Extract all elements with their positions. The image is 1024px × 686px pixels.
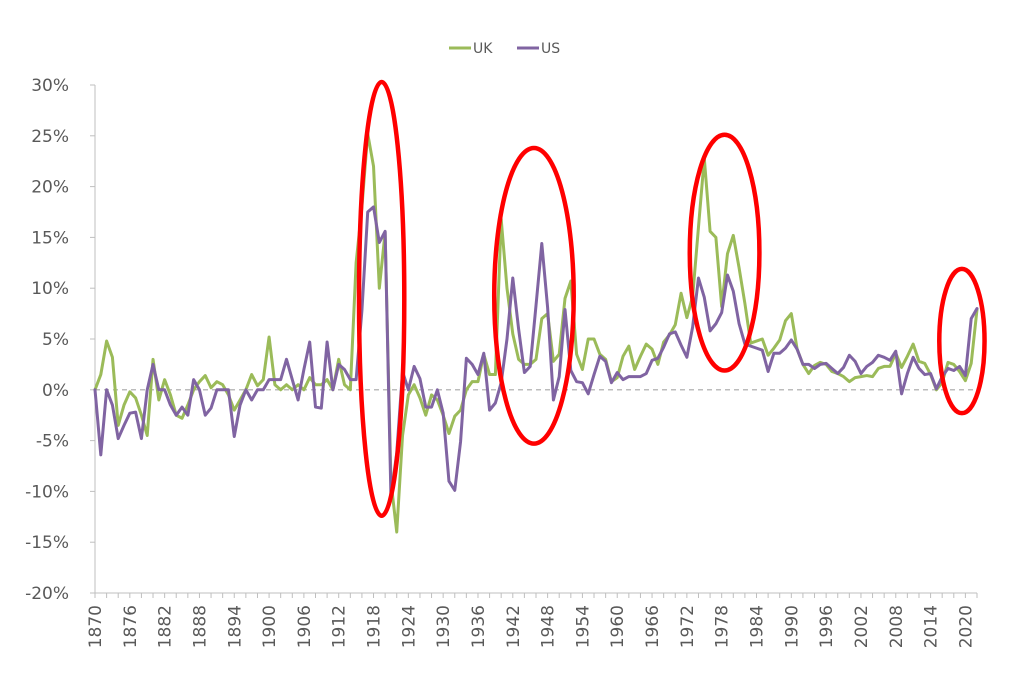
x-tick-label: 1882: [156, 605, 176, 648]
x-tick-label: 1948: [539, 605, 559, 648]
series-layer: [93, 132, 979, 534]
x-tick-label: 1954: [573, 605, 593, 648]
legend-label-uk: UK: [473, 41, 493, 57]
y-tick-label: 20%: [31, 178, 69, 198]
x-tick-label: 1942: [504, 605, 524, 648]
series-line-uk: [93, 132, 979, 534]
annotation-layer: [356, 79, 987, 519]
x-tick-label: 1984: [748, 605, 768, 648]
y-axis: -20% -15% -10% -5% 0% 5% 10% 15% 20% 25% 30%: [25, 76, 96, 604]
x-tick-label: 1990: [782, 605, 802, 648]
y-tick-label: 15%: [31, 228, 69, 248]
x-tick-label: 1894: [225, 605, 245, 648]
y-tick-label: -5%: [36, 432, 69, 452]
x-tick-label: 1972: [678, 605, 698, 648]
y-tick-label: 25%: [31, 127, 69, 147]
y-tick-label: 5%: [42, 330, 69, 350]
x-tick-label: 1960: [608, 605, 628, 648]
x-tick-label: 1918: [365, 605, 385, 648]
y-tick-label: -15%: [25, 533, 69, 553]
x-tick-label: 1924: [399, 605, 419, 648]
x-tick-label: 1936: [469, 605, 489, 648]
legend-label-us: US: [541, 41, 560, 57]
highlight-ellipse-4: [937, 266, 987, 416]
x-tick-label: 1906: [295, 605, 315, 648]
x-tick-label: 1870: [86, 605, 106, 648]
legend-item-uk: UK: [449, 41, 493, 57]
highlight-ellipse-1: [356, 79, 407, 519]
x-tick-label: 1966: [643, 605, 663, 648]
x-tick-label: 2008: [887, 605, 907, 648]
series-line-us: [93, 205, 979, 498]
x-tick-label: 1876: [121, 605, 141, 648]
x-tick-label: 1900: [260, 605, 280, 648]
x-tick-label: 1996: [817, 605, 837, 648]
x-tick-label: 2020: [956, 605, 976, 648]
x-tick-label: 1888: [190, 605, 210, 648]
y-tick-label: 30%: [31, 76, 69, 96]
legend-item-us: US: [517, 41, 560, 57]
x-tick-label: 1930: [434, 605, 454, 648]
x-tick-label: 2014: [922, 605, 942, 648]
highlight-ellipse-2: [491, 145, 576, 446]
y-tick-label: -20%: [25, 584, 69, 604]
x-tick-label: 1912: [330, 605, 350, 648]
x-tick-label: 2002: [852, 605, 872, 648]
y-tick-label: 0%: [42, 381, 69, 401]
y-tick-label: -10%: [25, 482, 69, 502]
x-axis: 1870 1876 1882 1888 1894 1900 1906 1912 1918 1924…: [86, 592, 978, 648]
highlight-ellipse-3: [687, 132, 762, 373]
legend: UK US: [449, 41, 560, 57]
x-tick-label: 1978: [713, 605, 733, 648]
y-tick-label: 10%: [31, 279, 69, 299]
